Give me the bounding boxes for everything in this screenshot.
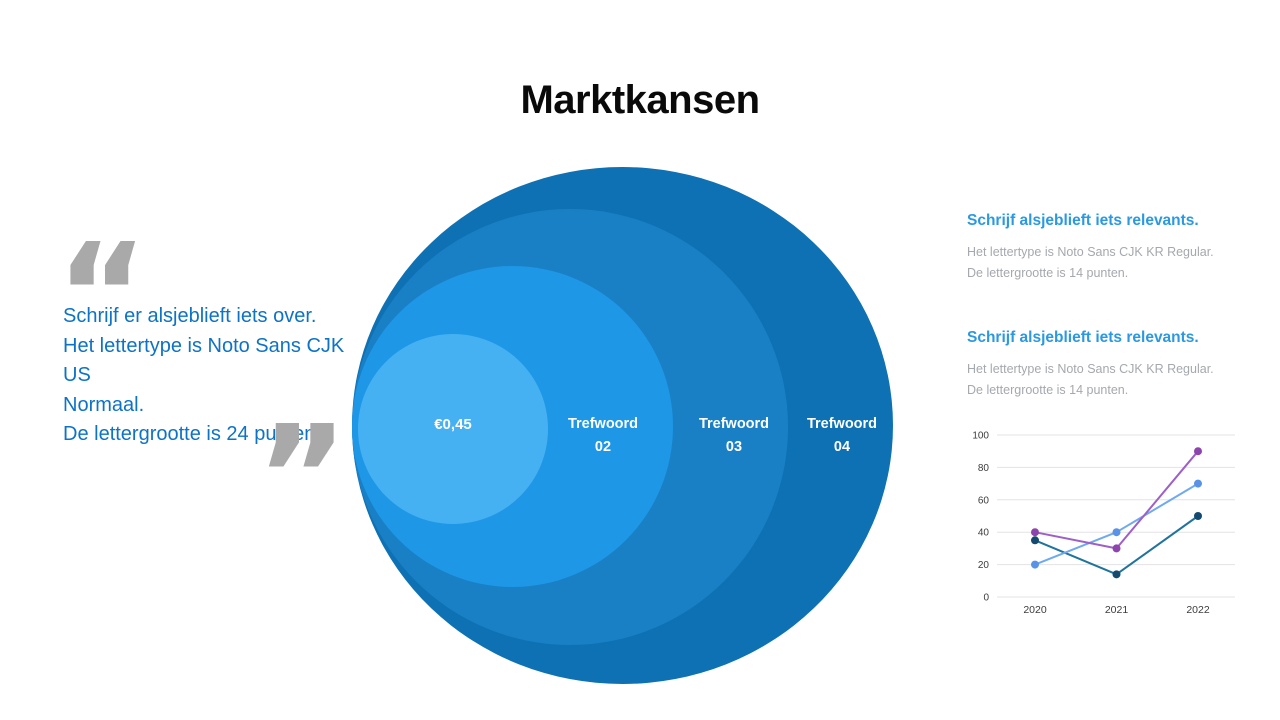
svg-text:2021: 2021 xyxy=(1105,604,1129,616)
quote-text: Schrijf er alsjeblieft iets over. Het le… xyxy=(63,302,363,450)
venn-label-inner: €0,45 xyxy=(403,413,503,436)
venn-label-number: 04 xyxy=(833,439,851,455)
svg-text:2022: 2022 xyxy=(1186,604,1210,616)
info-line: Het lettertype is Noto Sans CJK KR Regul… xyxy=(967,362,1214,376)
svg-text:100: 100 xyxy=(972,431,989,442)
venn-label-text: Trefwoord xyxy=(567,416,639,432)
info-heading: Schrijf alsjeblieft iets relevants. xyxy=(967,329,1199,346)
quote-line: Schrijf er alsjeblieft iets over. xyxy=(63,305,317,327)
quote-line: Het lettertype is Noto Sans CJK US xyxy=(63,334,345,387)
info-block-2: Schrijf alsjeblieft iets relevants. Het … xyxy=(967,329,1262,400)
venn-label-text: Trefwoord xyxy=(698,416,770,432)
venn-label-outer: Trefwoord 04 xyxy=(792,413,892,459)
svg-text:2020: 2020 xyxy=(1023,604,1047,616)
svg-text:20: 20 xyxy=(978,560,990,571)
svg-text:40: 40 xyxy=(978,528,990,539)
info-block-1: Schrijf alsjeblieft iets relevants. Het … xyxy=(967,212,1262,283)
trend-line-chart: 0 20 40 60 80 100 2020 2021 2022 xyxy=(963,423,1255,628)
info-heading: Schrijf alsjeblieft iets relevants. xyxy=(967,212,1199,229)
quote-line: Normaal. xyxy=(63,393,145,416)
info-line: Het lettertype is Noto Sans CJK KR Regul… xyxy=(967,245,1214,259)
info-line: De lettergrootte is 14 punten. xyxy=(967,265,1129,280)
info-line: De lettergrootte is 14 punten. xyxy=(967,382,1129,397)
open-quote-icon: “ xyxy=(56,214,149,377)
venn-label-2: Trefwoord 02 xyxy=(553,413,653,459)
svg-text:0: 0 xyxy=(983,593,989,604)
venn-label-number: 02 xyxy=(594,439,612,455)
venn-label-value: €0,45 xyxy=(434,416,472,433)
venn-label-text: Trefwoord xyxy=(806,416,878,432)
svg-text:60: 60 xyxy=(978,495,990,506)
venn-label-number: 03 xyxy=(725,439,743,455)
close-quote-icon: ” xyxy=(256,396,349,559)
venn-circle-4 xyxy=(358,334,548,524)
venn-label-3: Trefwoord 03 xyxy=(684,413,784,459)
svg-text:80: 80 xyxy=(978,463,990,474)
slide-title: Marktkansen xyxy=(520,78,760,122)
quote-line: De lettergrootte is 24 punten. xyxy=(63,423,321,446)
